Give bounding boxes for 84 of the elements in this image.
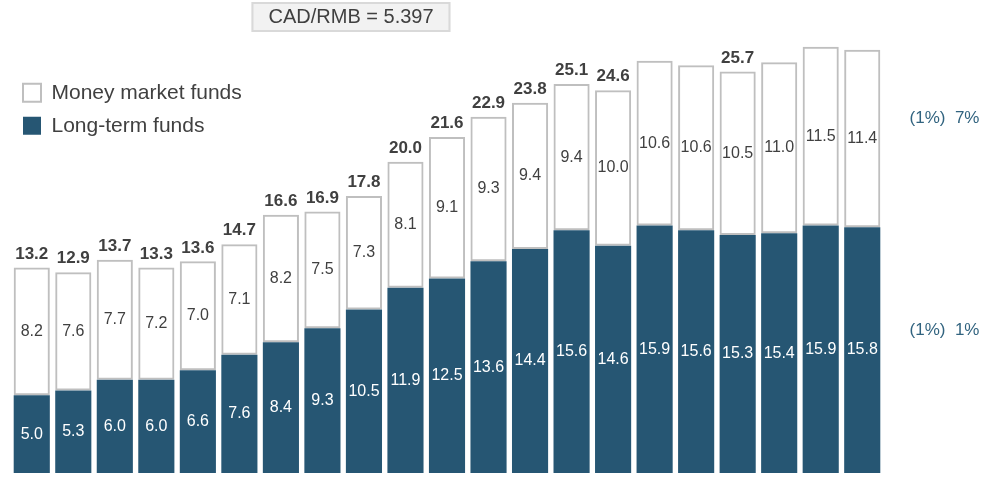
total-label: 14.7 bbox=[222, 220, 256, 240]
bar bbox=[761, 233, 798, 473]
bar bbox=[13, 395, 50, 473]
data-label: 9.3 bbox=[477, 179, 500, 197]
data-label: 9.1 bbox=[435, 198, 459, 216]
bar bbox=[636, 225, 673, 473]
bar bbox=[595, 245, 632, 473]
data-label: 12.5 bbox=[431, 366, 463, 384]
total-label: 16.9 bbox=[305, 187, 339, 207]
total-label: 20.0 bbox=[388, 137, 423, 157]
data-label: 8.4 bbox=[269, 398, 293, 416]
data-label: 11.0 bbox=[764, 138, 795, 156]
bar bbox=[387, 287, 424, 473]
bar bbox=[304, 328, 341, 473]
bar bbox=[553, 230, 590, 473]
data-label: 7.3 bbox=[352, 243, 376, 261]
data-label: 9.4 bbox=[560, 147, 583, 165]
data-label: 7.6 bbox=[228, 404, 251, 422]
total-label: 12.9 bbox=[56, 248, 90, 268]
data-label: 13.6 bbox=[472, 357, 505, 375]
total-label: 25.7 bbox=[721, 47, 755, 67]
bar bbox=[719, 234, 756, 473]
total-label: 21.6 bbox=[430, 113, 464, 133]
data-label: 5.3 bbox=[62, 422, 85, 440]
data-label: 14.6 bbox=[597, 349, 629, 367]
total-label: 13.7 bbox=[98, 236, 132, 256]
data-label: 7.0 bbox=[186, 306, 210, 324]
data-label: 8.2 bbox=[269, 268, 293, 286]
data-label: 7.5 bbox=[311, 260, 334, 278]
bar bbox=[221, 354, 258, 473]
bar bbox=[511, 248, 549, 473]
data-label: 11.4 bbox=[847, 128, 878, 146]
total-label: 24.6 bbox=[596, 66, 630, 86]
data-label: 15.6 bbox=[556, 342, 588, 360]
data-label: 7.7 bbox=[103, 310, 127, 328]
data-label: 9.3 bbox=[311, 391, 334, 409]
data-label: 7.1 bbox=[228, 289, 251, 307]
bar bbox=[179, 370, 216, 473]
data-label: 8.2 bbox=[20, 321, 43, 339]
data-label: 15.8 bbox=[846, 340, 878, 358]
data-label: 8.1 bbox=[394, 215, 417, 233]
bar bbox=[55, 390, 92, 473]
bar bbox=[428, 278, 466, 473]
data-label: 9.4 bbox=[518, 166, 542, 184]
bar bbox=[96, 379, 133, 473]
data-label: 10.6 bbox=[639, 133, 671, 151]
bar bbox=[262, 342, 299, 473]
data-label: 14.4 bbox=[514, 351, 546, 369]
bar bbox=[844, 227, 881, 473]
data-label: 15.9 bbox=[805, 339, 837, 357]
data-label: 7.2 bbox=[145, 314, 168, 332]
text: (1%) 1% bbox=[909, 319, 980, 339]
data-label: 11.5 bbox=[805, 126, 836, 144]
data-label: 10.5 bbox=[722, 143, 754, 161]
data-label: 7.6 bbox=[62, 321, 85, 339]
total-label: 23.8 bbox=[513, 78, 547, 98]
total-label: 13.2 bbox=[15, 243, 49, 263]
bar bbox=[138, 379, 175, 473]
data-label: 10.6 bbox=[680, 138, 712, 156]
data-label: 6.0 bbox=[145, 416, 168, 434]
data-label: 15.9 bbox=[639, 339, 671, 357]
data-label: 5.0 bbox=[20, 424, 43, 442]
data-label: 11.9 bbox=[390, 370, 421, 388]
data-label: 15.4 bbox=[763, 343, 795, 361]
legend-label: Long-term funds bbox=[51, 112, 205, 136]
total-label: 13.3 bbox=[139, 243, 173, 263]
text: (1%) 7% bbox=[909, 108, 980, 128]
note-box: CAD/RMB = 5.397 bbox=[251, 2, 451, 32]
bar bbox=[345, 309, 383, 473]
bar bbox=[802, 225, 839, 473]
total-label: 16.6 bbox=[264, 190, 298, 210]
bar bbox=[470, 261, 507, 473]
data-label: 10.5 bbox=[348, 381, 380, 399]
total-label: 22.9 bbox=[471, 92, 506, 112]
total-label: 13.6 bbox=[181, 237, 215, 257]
data-label: 6.6 bbox=[186, 412, 210, 430]
total-label: 25.1 bbox=[555, 60, 589, 80]
data-label: 6.0 bbox=[103, 416, 127, 434]
data-label: 15.6 bbox=[680, 342, 712, 360]
total-label: 17.8 bbox=[347, 172, 381, 192]
data-label: 15.3 bbox=[722, 344, 754, 362]
bar bbox=[678, 230, 715, 473]
data-label: 10.0 bbox=[597, 158, 629, 176]
legend-label: Money market funds bbox=[51, 79, 242, 103]
